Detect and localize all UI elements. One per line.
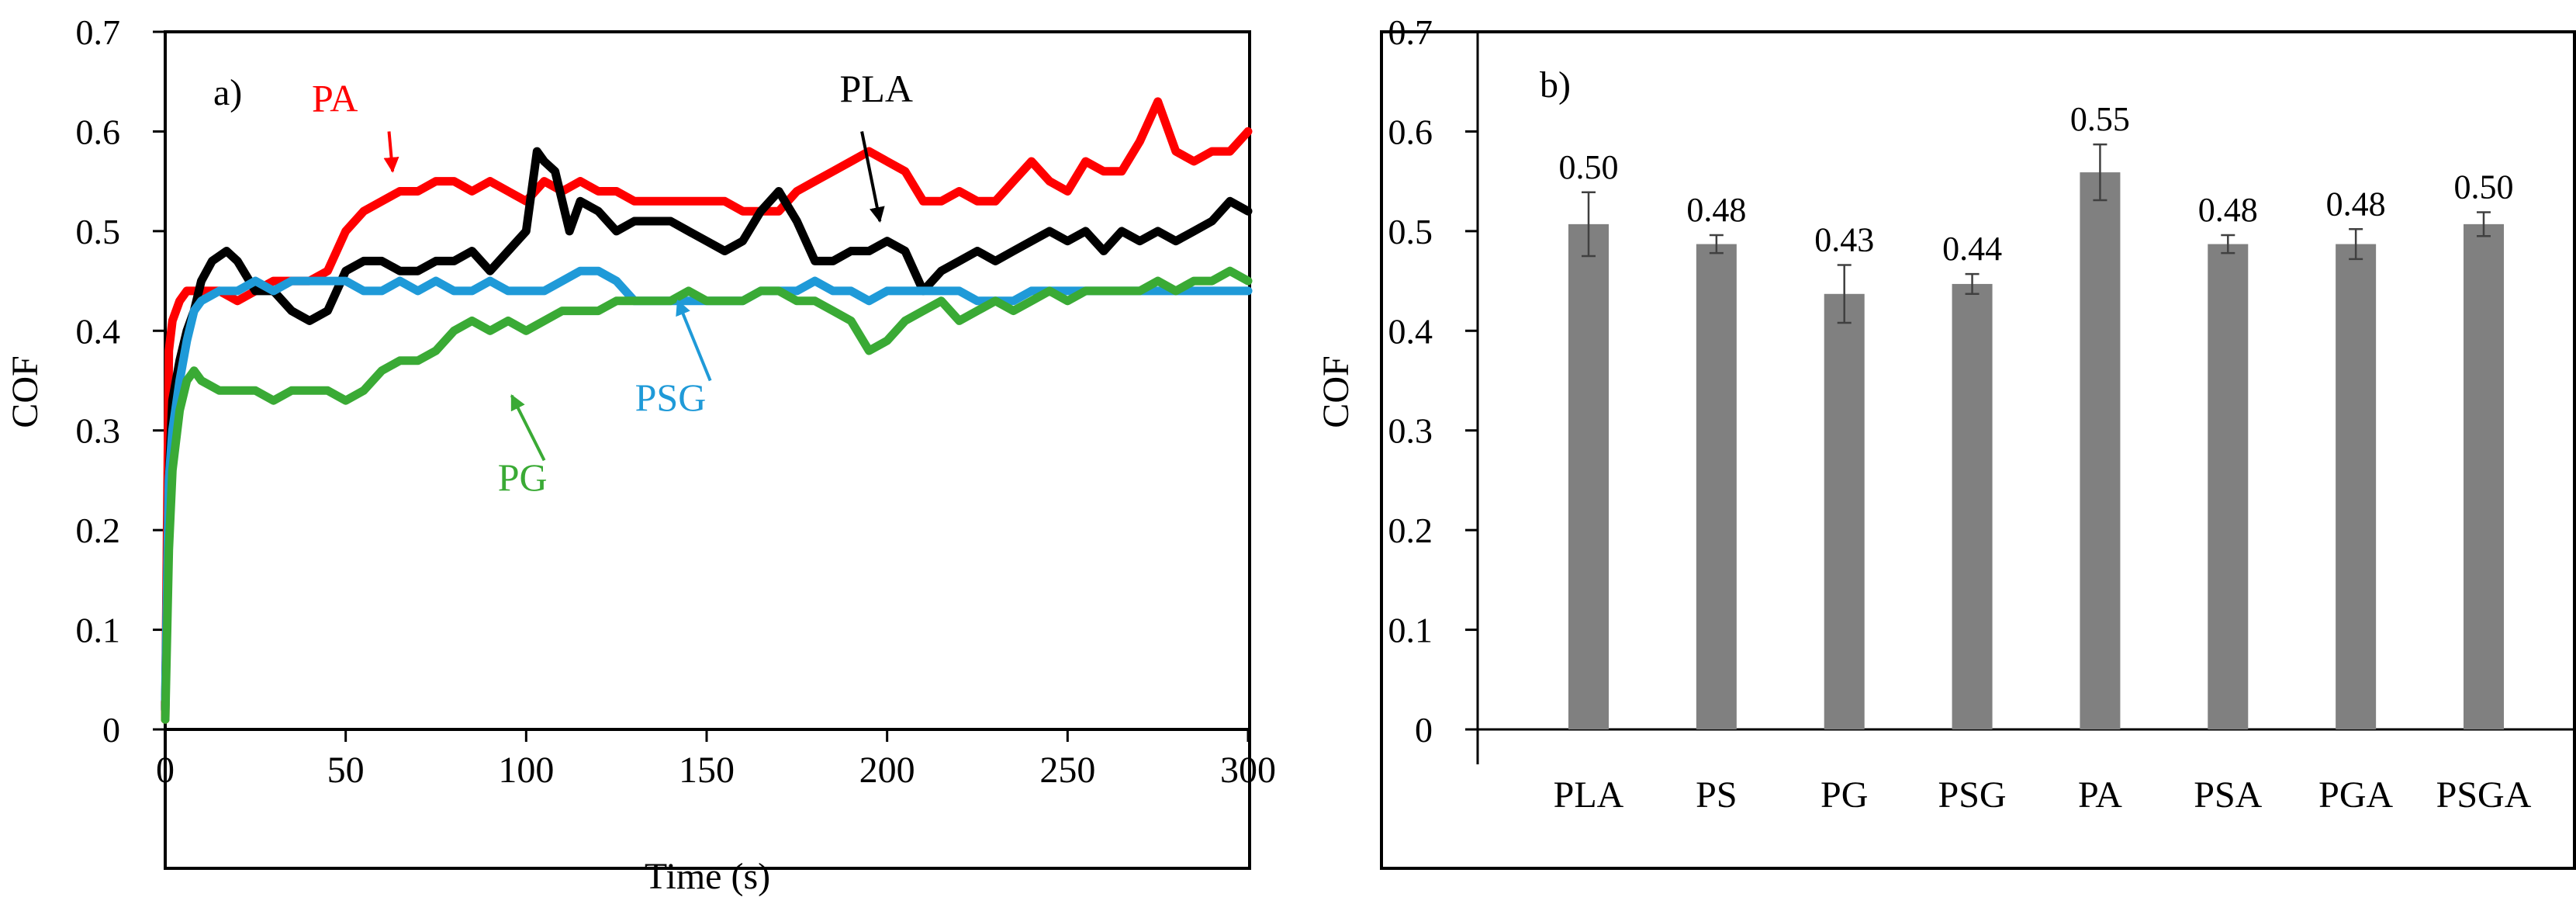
panel-b-y-tick-label: 0.5 [1388,212,1433,251]
panel-a-y-tick-label: 0.5 [76,212,121,251]
panel-a-y-tick-label: 0.2 [76,511,121,550]
panel-a-x-tick-label: 250 [1039,750,1095,791]
panel-a-frame [164,30,1251,870]
bar-psg [1952,283,1993,729]
data-label-ps: 0.48 [1686,191,1746,229]
category-label-psga: PSGA [2436,774,2532,816]
bar-psga [2464,223,2504,729]
data-label-pa: 0.55 [2070,100,2130,138]
panel-b-y-tick-label: 0.1 [1388,611,1433,650]
data-label-pla: 0.50 [1559,148,1619,186]
bar-psa [2208,244,2249,729]
panel-b-y-tick-label: 0.3 [1388,411,1433,451]
category-label-pga: PGA [2318,774,2393,816]
panel-a-x-tick-label: 300 [1220,750,1276,791]
panel-a-y-tick-label: 0.6 [76,112,121,151]
category-label-pla: PLA [1554,774,1624,816]
annotation-label-pa: PA [312,77,358,120]
panel-b-ylabel: COF [1316,355,1357,428]
category-label-pg: PG [1820,774,1868,816]
panel-a-x-tick-label: 150 [679,750,735,791]
category-label-ps: PS [1696,774,1737,816]
panel-a-x-tick-label: 50 [327,750,365,791]
annotation-arrow-pla [860,131,885,223]
annotation-arrow-psg [676,299,712,382]
series-line-psg [161,266,1253,704]
panel-b-frame [1380,30,2576,870]
series-line-pg [161,266,1253,724]
panel-a-line-chart: 0 50 100 150 200 250 300 0 0.1 0.2 0.3 0.4 0.5 0.6 0.7… [5,12,1276,897]
annotation-label-pg: PG [498,456,548,499]
panel-a-y-tick-label: 0.4 [76,311,121,351]
panel-a-y-tick-label: 0.1 [76,611,121,650]
panel-b-label: b) [1540,64,1571,106]
bar-pg [1824,293,1865,729]
series-line-pla [161,147,1253,714]
data-label-pga: 0.48 [2326,185,2386,223]
data-label-psga: 0.50 [2454,168,2514,206]
panel-a-x-tick-label: 100 [498,750,554,791]
category-label-psa: PSA [2194,774,2262,816]
panel-b-y-tick-label: 0 [1415,710,1433,750]
data-label-pg: 0.43 [1814,221,1874,259]
bar-pa [2080,172,2121,729]
category-label-psg: PSG [1938,774,2007,816]
annotation-arrow-pa [383,131,399,173]
annotation-arrow-pg [510,393,546,462]
series-line-pa [161,97,1253,724]
bar-pla [1568,223,1609,729]
panel-a-x-tick-label: 0 [156,750,175,791]
panel-a-y-tick-label: 0.7 [76,12,121,52]
annotation-label-psg: PSG [635,376,707,419]
panel-b-y-tick-label: 0.4 [1388,311,1433,351]
bar-pga [2336,244,2377,729]
category-label-pa: PA [2078,774,2122,816]
panel-b-y-tick-label: 0.2 [1388,511,1433,550]
bar-ps [1696,244,1737,729]
panel-b-bar-chart: 0 0.1 0.2 0.3 0.4 0.5 0.6 0.7 0.50 PLA 0.48 PS 0.43… [1316,12,2576,870]
panel-b-y-tick-label: 0.7 [1388,12,1433,52]
panel-a-xlabel: Time (s) [645,856,770,897]
panel-a-x-tick-label: 200 [859,750,915,791]
panel-b-y-tick-label: 0.6 [1388,112,1433,151]
data-label-psg: 0.44 [1942,230,2002,268]
panel-a-y-tick-label: 0 [102,710,120,750]
panel-a-ylabel: COF [5,355,46,428]
data-label-psa: 0.48 [2198,191,2258,229]
annotation-label-pla: PLA [839,67,912,110]
panel-a-y-tick-label: 0.3 [76,411,121,451]
panel-a-label: a) [213,72,242,113]
